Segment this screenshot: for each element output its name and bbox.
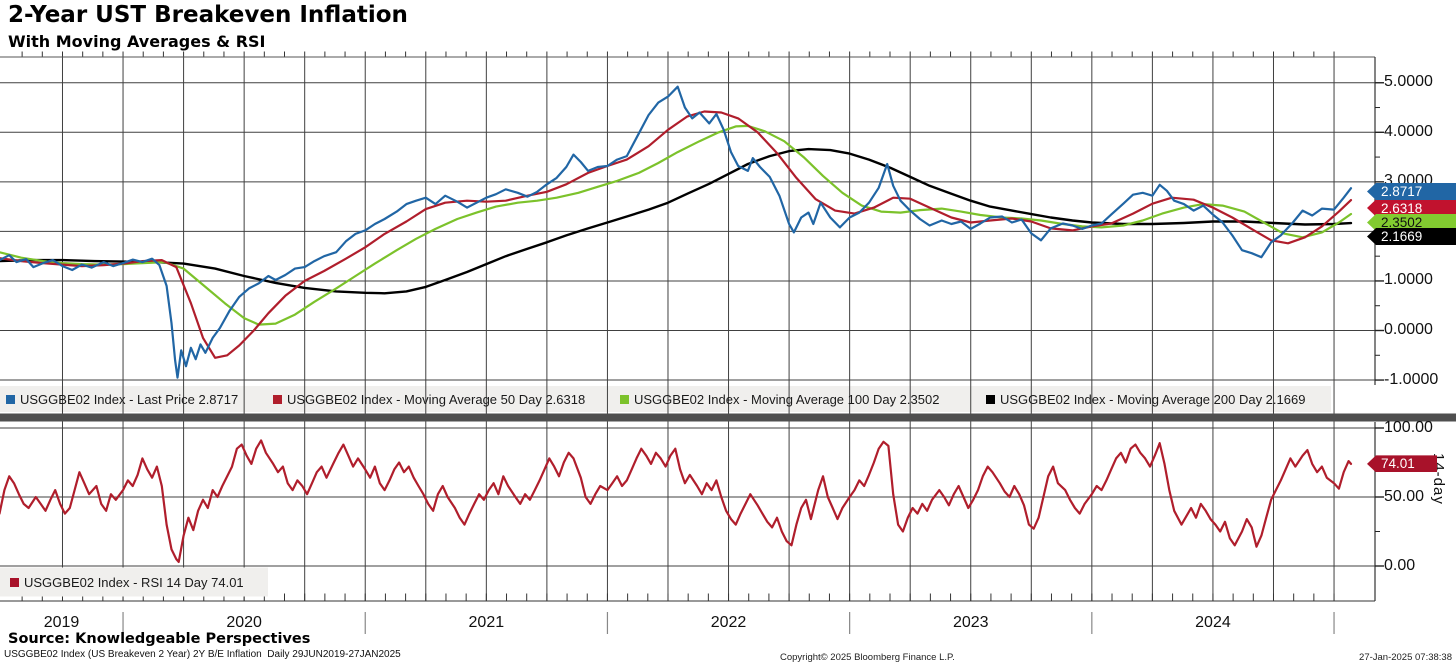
rsi-axis-tick-label: 50.00 <box>1384 487 1425 505</box>
series-usggbe02-index-last-price <box>0 85 1353 379</box>
year-label: 2021 <box>468 614 505 631</box>
year-label: 2022 <box>710 614 747 631</box>
legend-label: USGGBE02 Index - Moving Average 50 Day 2… <box>287 391 586 407</box>
legend-swatch-icon <box>6 394 15 404</box>
ticker-description: USGGBE02 Index (US Breakeven 2 Year) 2Y … <box>4 649 401 660</box>
legend-swatch-icon <box>620 394 629 404</box>
legend-label: USGGBE02 Index - Moving Average 100 Day … <box>634 391 940 407</box>
legend-swatch-icon <box>10 577 19 587</box>
page-title: 2-Year UST Breakeven Inflation <box>8 2 408 28</box>
rsi-legend-item: USGGBE02 Index - RSI 14 Day 74.01 <box>10 569 244 595</box>
series-usggbe02-index-moving-average-50-day <box>0 110 1353 359</box>
year-label: 2020 <box>226 614 262 631</box>
legend-swatch-icon <box>986 394 995 404</box>
legend-label: USGGBE02 Index - RSI 14 Day 74.01 <box>24 574 244 590</box>
y-axis-tick-label: 4.0000 <box>1384 122 1433 140</box>
series-usggbe02-index-moving-average-200-day <box>0 147 1353 295</box>
rsi-axis-tick-label: 0.00 <box>1384 556 1416 574</box>
legend-item: USGGBE02 Index - Moving Average 100 Day … <box>620 386 939 412</box>
price-badge: 2.8717 <box>1367 183 1456 200</box>
rsi-axis-tick-label: 100.00 <box>1384 418 1433 436</box>
legend-swatch-icon <box>273 394 282 404</box>
y-axis-tick-label: 0.0000 <box>1384 321 1433 338</box>
page-subtitle: With Moving Averages & RSI <box>8 32 266 51</box>
legend-label: USGGBE02 Index - Moving Average 200 Day … <box>1000 391 1306 407</box>
legend-item: USGGBE02 Index - Moving Average 200 Day … <box>986 386 1305 412</box>
y-axis-tick-label: 5.0000 <box>1384 73 1433 91</box>
series-usggbe02-index-moving-average-100-day <box>0 124 1353 326</box>
year-label: 2019 <box>43 614 80 631</box>
price-badge: 2.1669 <box>1367 228 1456 245</box>
timestamp: 27-Jan-2025 07:38:38 <box>1359 652 1452 663</box>
copyright-text: Copyright© 2025 Bloomberg Finance L.P. <box>780 652 955 663</box>
y-axis-tick-label: 1.0000 <box>1384 271 1433 289</box>
year-label: 2024 <box>1195 614 1231 631</box>
year-label: 2023 <box>952 614 989 631</box>
price-badge: 2.6318 <box>1367 199 1456 217</box>
rsi-value-badge: 74.01 <box>1367 455 1437 473</box>
source-line: Source: Knowledgeable Perspectives <box>8 631 311 647</box>
legend-item: USGGBE02 Index - Last Price 2.8717 <box>6 386 238 412</box>
legend-item: USGGBE02 Index - Moving Average 50 Day 2… <box>273 386 585 412</box>
y-axis-tick-label: -1.0000 <box>1384 370 1439 388</box>
series-usggbe02-index-rsi-14-day <box>0 439 1353 564</box>
price-badge: 2.3502 <box>1367 214 1456 231</box>
legend-label: USGGBE02 Index - Last Price 2.8717 <box>20 391 239 407</box>
